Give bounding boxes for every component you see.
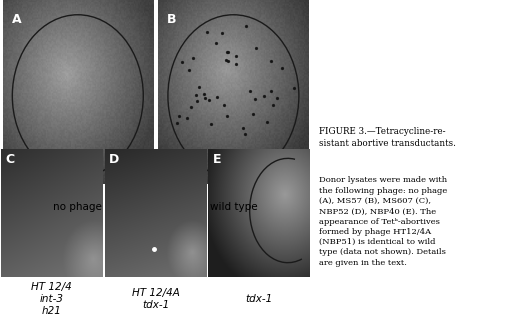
Point: [250, 96, 258, 101]
Point: [218, 30, 226, 35]
Point: [200, 95, 209, 100]
Point: [260, 94, 268, 99]
Point: [177, 60, 185, 65]
Point: [278, 65, 286, 70]
Point: [195, 84, 203, 89]
Point: [251, 45, 260, 51]
Text: FIGURE 3.—Tetracycline-re-
sistant abortive transductants.: FIGURE 3.—Tetracycline-re- sistant abort…: [318, 127, 455, 148]
Point: [219, 103, 227, 108]
Point: [224, 49, 232, 54]
Point: [191, 93, 199, 98]
Point: [188, 55, 196, 60]
Point: [184, 67, 192, 73]
Point: [221, 58, 229, 63]
Point: [238, 125, 246, 130]
Point: [240, 132, 248, 137]
Point: [266, 59, 274, 64]
Text: D: D: [109, 153, 119, 166]
Text: no phage: no phage: [53, 202, 102, 212]
Point: [175, 113, 183, 118]
Point: [183, 115, 191, 120]
Point: [212, 40, 220, 45]
Point: [187, 104, 195, 109]
Point: [289, 86, 297, 91]
Point: [224, 58, 232, 63]
Point: [232, 62, 240, 67]
Point: [272, 147, 280, 152]
Text: C: C: [5, 153, 14, 166]
Point: [241, 24, 249, 29]
Text: A: A: [12, 13, 21, 26]
Point: [246, 88, 254, 93]
Text: Donor lysates were made with
the following phage: no phage
(A), MS57 (B), MS607 : Donor lysates were made with the followi…: [318, 176, 446, 267]
Point: [222, 50, 230, 55]
Point: [223, 114, 231, 119]
Point: [232, 54, 240, 59]
Point: [268, 102, 276, 107]
Point: [249, 111, 257, 116]
Text: E: E: [212, 153, 221, 166]
Text: wild type: wild type: [209, 202, 257, 212]
Text: B: B: [167, 13, 176, 26]
Point: [213, 95, 221, 100]
Point: [266, 88, 274, 93]
Text: HT 12/4A
tdx-1: HT 12/4A tdx-1: [131, 288, 179, 310]
Point: [214, 157, 222, 162]
Point: [205, 97, 213, 102]
Point: [202, 30, 210, 35]
Point: [218, 167, 226, 172]
Point: [193, 99, 201, 104]
Point: [173, 121, 181, 126]
Text: HT 12/4
int-3
h21: HT 12/4 int-3 h21: [31, 282, 72, 316]
Text: tdx-1: tdx-1: [245, 294, 272, 304]
Point: [273, 96, 281, 101]
Point: [199, 92, 208, 97]
Point: [229, 156, 237, 161]
Point: [207, 122, 215, 127]
Point: [263, 120, 271, 125]
